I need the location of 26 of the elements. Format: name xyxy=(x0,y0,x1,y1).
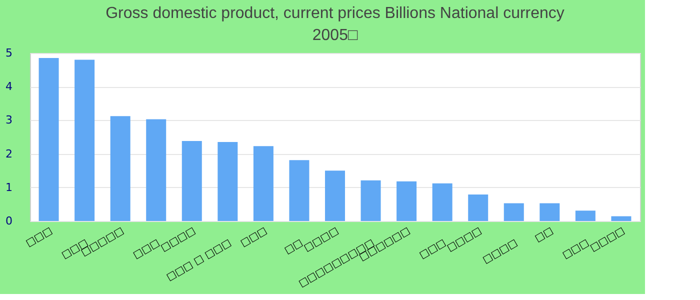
chart-subtitle: 2005□ xyxy=(312,27,358,44)
bar xyxy=(146,119,166,221)
x-tick-label: □□ xyxy=(533,226,556,244)
bar xyxy=(325,170,345,221)
bar xyxy=(504,203,524,221)
bar xyxy=(540,203,560,221)
bar xyxy=(182,141,202,221)
bar xyxy=(396,181,417,221)
y-tick-label: 5 xyxy=(6,46,12,60)
chart-title: Gross domestic product, current prices Billions National currency xyxy=(106,5,564,22)
y-tick-label: 4 xyxy=(6,80,12,94)
bar xyxy=(575,210,596,221)
y-tick-label: 0 xyxy=(6,214,12,228)
bar xyxy=(289,160,310,221)
bar xyxy=(38,58,59,221)
y-tick-label: 1 xyxy=(6,180,12,194)
bar xyxy=(253,146,274,221)
bar xyxy=(360,180,381,221)
bar xyxy=(74,60,95,221)
bar xyxy=(611,216,632,221)
bar xyxy=(432,183,452,221)
y-tick-label: 2 xyxy=(6,147,12,160)
bar xyxy=(218,142,238,221)
y-tick-label: 3 xyxy=(6,114,12,127)
bar xyxy=(468,194,488,221)
bar xyxy=(110,116,130,221)
